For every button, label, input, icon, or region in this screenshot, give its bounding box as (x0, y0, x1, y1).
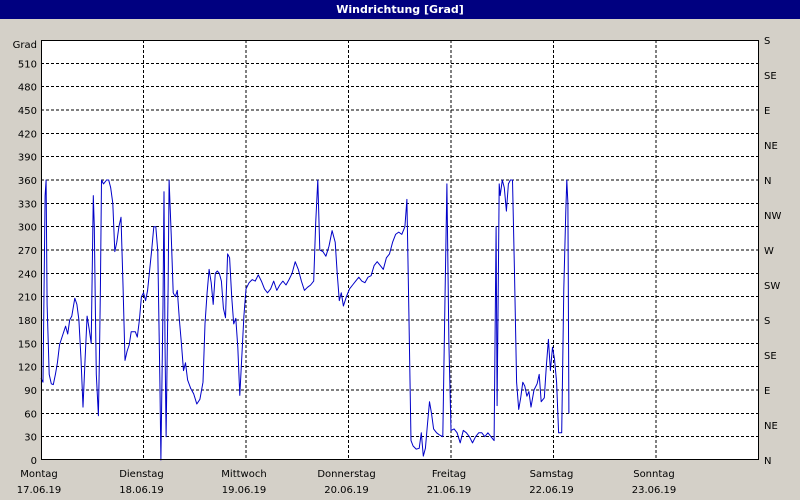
x-tick-weekday: Mittwoch (221, 469, 266, 480)
right-axis-label: E (764, 386, 770, 397)
x-tick-date: 17.06.19 (17, 485, 62, 496)
y-tick-label: 450 (18, 106, 37, 117)
right-axis-label: N (764, 176, 771, 187)
y-tick-label: 60 (24, 409, 37, 420)
right-axis-label: NE (764, 141, 778, 152)
x-tick-weekday: Freitag (432, 469, 466, 480)
y-tick-label: 240 (18, 269, 37, 280)
right-axis-label: SW (764, 281, 780, 292)
right-axis-label: SE (764, 351, 777, 362)
right-axis-label: N (764, 456, 771, 467)
series-line-0 (40, 179, 570, 461)
x-tick-date: 22.06.19 (529, 485, 574, 496)
y-tick-label: 90 (24, 386, 37, 397)
y-tick-label: 420 (18, 129, 37, 140)
y-tick-label: 210 (18, 293, 37, 304)
right-axis-label: W (764, 246, 774, 257)
y-axis-label: Grad (13, 40, 37, 51)
window-title: Windrichtung [Grad] (0, 0, 800, 19)
right-axis-label: NE (764, 421, 778, 432)
right-axis-label: E (764, 106, 770, 117)
x-tick-date: 20.06.19 (324, 485, 369, 496)
x-tick-weekday: Montag (20, 469, 57, 480)
x-tick-weekday: Dienstag (119, 469, 164, 480)
y-tick-label: 120 (18, 363, 37, 374)
x-tick-date: 21.06.19 (427, 485, 472, 496)
y-tick-label: 360 (18, 176, 37, 187)
y-tick-label: 300 (18, 223, 37, 234)
x-tick-date: 18.06.19 (119, 485, 164, 496)
y-tick-label: 270 (18, 246, 37, 257)
x-tick-weekday: Sonntag (633, 469, 675, 480)
x-tick-weekday: Donnerstag (317, 469, 375, 480)
right-axis-label: NW (764, 211, 781, 222)
right-axis-label: S (764, 316, 770, 327)
y-tick-label: 0 (31, 456, 37, 467)
y-tick-label: 180 (18, 316, 37, 327)
x-tick-weekday: Samstag (530, 469, 574, 480)
right-axis-label: S (764, 36, 770, 47)
y-tick-label: 390 (18, 153, 37, 164)
x-tick-date: 19.06.19 (222, 485, 267, 496)
y-tick-label: 330 (18, 199, 37, 210)
y-tick-label: 150 (18, 339, 37, 350)
plot-area (41, 40, 759, 460)
right-axis-label: SE (764, 71, 777, 82)
y-tick-label: 480 (18, 83, 37, 94)
x-tick-date: 23.06.19 (632, 485, 677, 496)
y-tick-label: 510 (18, 59, 37, 70)
plot-frame (41, 40, 759, 460)
y-tick-label: 30 (24, 433, 37, 444)
